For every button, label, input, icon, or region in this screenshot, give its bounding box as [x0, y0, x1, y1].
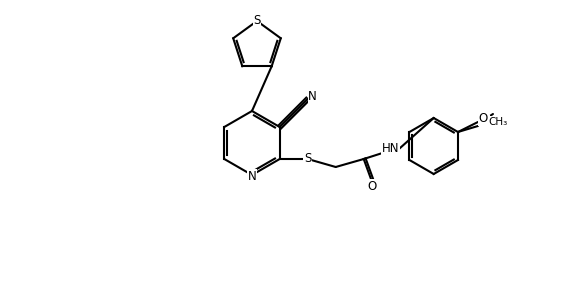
- Text: N: N: [248, 170, 256, 183]
- Text: S: S: [253, 14, 261, 27]
- Text: HN: HN: [382, 141, 400, 154]
- Text: N: N: [309, 90, 317, 103]
- Text: S: S: [304, 153, 311, 166]
- Text: O: O: [367, 179, 377, 192]
- Text: O: O: [478, 113, 488, 126]
- Text: O: O: [481, 115, 490, 128]
- Text: CH₃: CH₃: [488, 117, 507, 127]
